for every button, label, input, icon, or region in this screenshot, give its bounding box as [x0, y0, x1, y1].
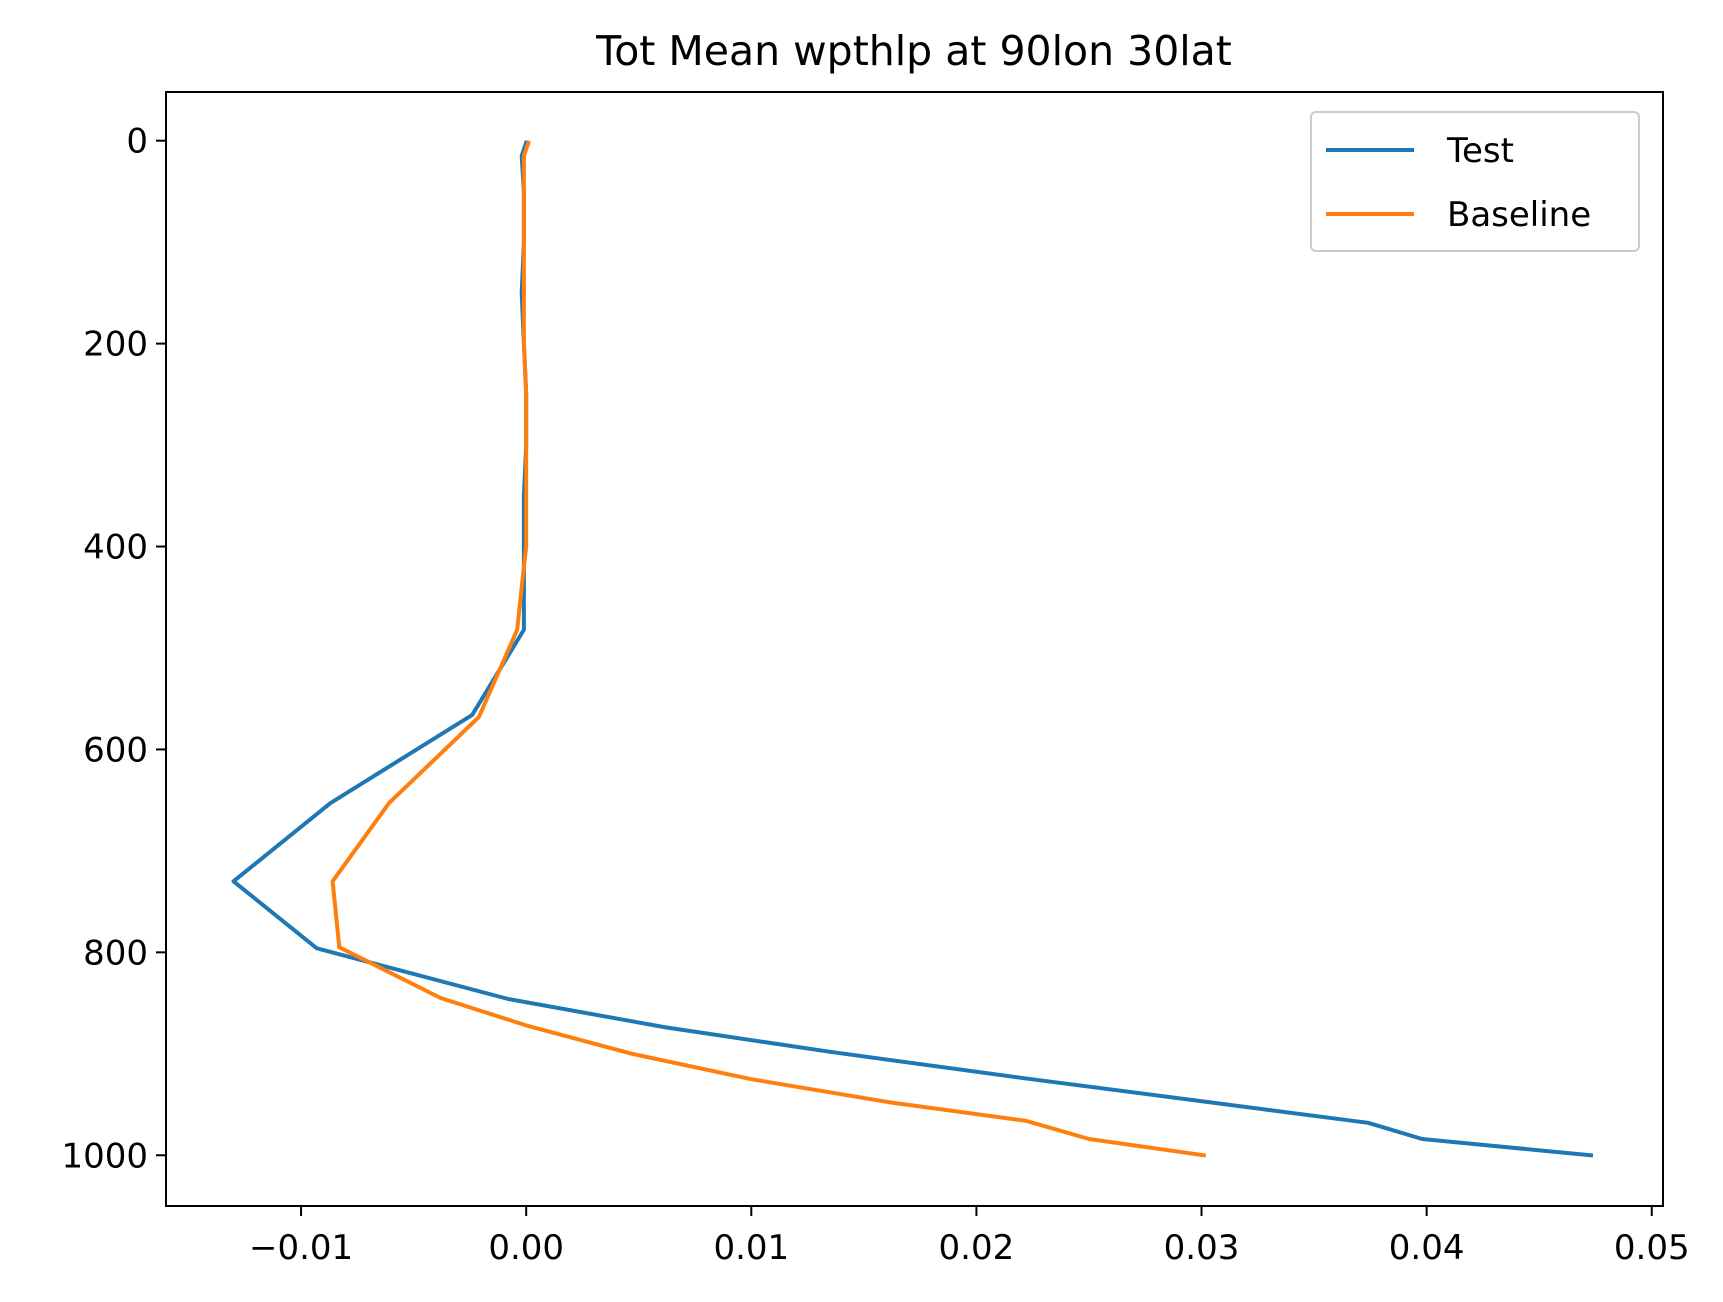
y-tick-label: 0: [126, 122, 148, 162]
x-tick-label: 0.01: [713, 1228, 789, 1268]
x-tick-label: 0.05: [1614, 1228, 1690, 1268]
y-tick-label: 200: [83, 325, 148, 365]
legend-label-baseline: Baseline: [1447, 195, 1591, 235]
legend-label-test: Test: [1446, 131, 1514, 171]
chart-title: Tot Mean wpthlp at 90lon 30lat: [595, 27, 1232, 75]
x-tick-label: −0.01: [249, 1228, 353, 1268]
legend-box: [1310, 111, 1640, 252]
series-layer: [231, 140, 1594, 1158]
y-tick-label: 800: [83, 933, 148, 973]
legend: Test Baseline: [1310, 111, 1640, 252]
y-tick-label: 1000: [61, 1136, 148, 1176]
x-tick-label: 0.04: [1389, 1228, 1465, 1268]
axes-layer: −0.01 0.00 0.01 0.02 0.03 0.04 0.05 0 200 400 600 8…: [61, 91, 1690, 1268]
x-tick-label: 0.02: [939, 1228, 1015, 1268]
x-tick-label: 0.00: [488, 1228, 564, 1268]
series-line-baseline: [330, 140, 1207, 1158]
plot-frame: [165, 91, 1664, 1207]
y-tick-label: 600: [83, 730, 148, 770]
y-tick-label: 400: [83, 528, 148, 568]
x-tick-label: 0.03: [1164, 1228, 1240, 1268]
